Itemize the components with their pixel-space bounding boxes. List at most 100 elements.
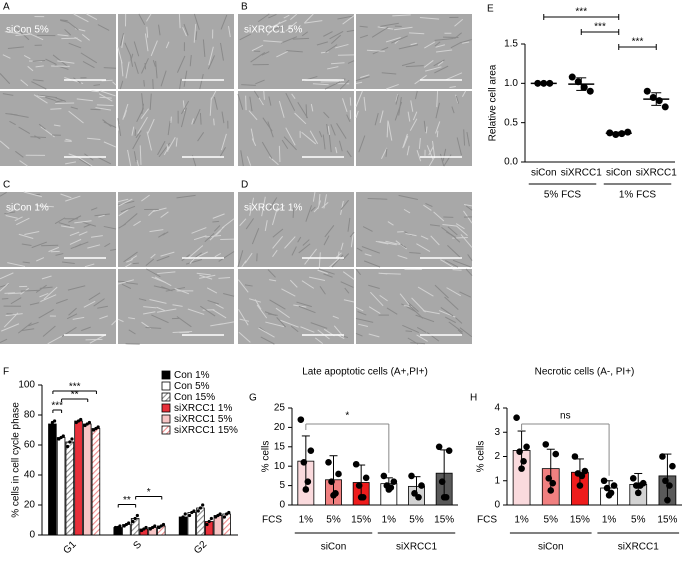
cell-texture xyxy=(422,310,440,315)
cell-texture xyxy=(337,15,355,20)
cell-texture xyxy=(176,194,196,199)
cell-texture xyxy=(112,81,117,86)
cell-texture xyxy=(39,286,53,289)
cell-texture xyxy=(318,193,321,205)
cell-texture xyxy=(377,26,394,30)
cell-texture xyxy=(301,280,315,289)
cell-texture xyxy=(419,17,440,20)
cell-texture xyxy=(336,122,347,139)
cell-texture xyxy=(291,93,296,99)
cell-texture xyxy=(126,259,134,263)
cell-texture xyxy=(143,80,145,87)
chart-title: Late apoptotic cells (A+,PI+) xyxy=(302,367,428,378)
cell-texture xyxy=(410,100,414,112)
cell-texture xyxy=(368,306,381,315)
cell-texture xyxy=(285,21,298,32)
cell-texture xyxy=(455,223,465,230)
cell-texture xyxy=(292,207,295,218)
cell-texture xyxy=(283,14,290,19)
cell-texture xyxy=(462,41,470,44)
cell-texture xyxy=(33,94,48,104)
data-point xyxy=(357,493,365,501)
significance-label: *** xyxy=(594,22,606,33)
cell-texture xyxy=(93,298,105,307)
cell-texture xyxy=(398,44,419,50)
cell-texture xyxy=(385,83,399,90)
cell-texture xyxy=(136,159,139,167)
data-point xyxy=(144,525,148,530)
data-point xyxy=(113,525,118,530)
cell-texture xyxy=(208,46,214,66)
legend-swatch xyxy=(161,381,171,391)
cell-texture xyxy=(409,32,425,35)
y-tick-label: 40 xyxy=(24,470,36,481)
cell-texture xyxy=(323,31,333,37)
cell-texture xyxy=(156,308,177,313)
cell-texture xyxy=(364,253,372,257)
panel-letter: G xyxy=(249,393,257,404)
bar xyxy=(56,437,66,536)
cell-texture xyxy=(304,13,314,24)
y-tick-label: 4 xyxy=(494,403,500,414)
cell-texture xyxy=(18,126,31,135)
cell-texture xyxy=(248,110,258,121)
cell-texture xyxy=(340,281,354,288)
cell-texture xyxy=(133,151,137,163)
x-tick-label: S xyxy=(131,539,144,552)
cell-texture xyxy=(36,95,46,98)
cell-texture xyxy=(379,110,384,124)
cell-texture xyxy=(403,208,411,214)
cell-texture xyxy=(178,13,181,29)
x-axis-label: FCS xyxy=(477,515,497,526)
cell-texture xyxy=(183,70,188,87)
cell-texture xyxy=(450,42,461,49)
x-tick-label: 15% xyxy=(351,515,371,526)
cell-texture xyxy=(378,240,397,246)
cell-texture xyxy=(67,21,79,31)
cell-texture xyxy=(323,273,333,278)
cell-texture xyxy=(305,104,308,119)
x-tick-label: 15% xyxy=(434,515,454,526)
cell-texture xyxy=(97,305,108,309)
cell-texture xyxy=(19,160,28,167)
cell-texture xyxy=(90,235,103,238)
micrograph-tile xyxy=(356,14,472,89)
panel-letter: B xyxy=(241,2,248,13)
cell-texture xyxy=(420,235,429,240)
data-point xyxy=(161,522,166,527)
data-point xyxy=(297,416,305,423)
data-point xyxy=(542,441,550,448)
cell-texture xyxy=(363,260,381,268)
cell-texture xyxy=(200,305,216,317)
cell-texture xyxy=(209,226,225,241)
cell-texture xyxy=(14,216,23,222)
cell-texture xyxy=(268,156,279,166)
cell-texture xyxy=(152,207,167,212)
cell-texture xyxy=(197,132,205,142)
cell-texture xyxy=(266,21,281,36)
cell-texture xyxy=(463,204,473,207)
cell-texture xyxy=(187,308,205,315)
cell-texture xyxy=(429,224,440,227)
cell-texture xyxy=(267,269,276,278)
y-tick-label: 3 xyxy=(494,427,500,438)
cell-texture xyxy=(370,291,384,307)
cell-texture xyxy=(442,223,458,227)
cell-texture xyxy=(380,22,399,27)
cell-texture xyxy=(20,79,29,87)
cell-texture xyxy=(138,298,147,301)
cell-texture xyxy=(387,121,393,141)
cell-texture xyxy=(317,200,321,210)
data-point xyxy=(227,510,231,515)
cell-texture xyxy=(193,13,200,30)
cell-texture xyxy=(278,145,281,163)
cell-texture xyxy=(296,301,312,308)
data-point xyxy=(634,489,642,497)
data-point xyxy=(571,453,579,460)
cell-texture xyxy=(405,65,424,68)
cell-texture xyxy=(329,31,344,40)
cell-texture xyxy=(250,128,255,141)
cell-texture xyxy=(249,197,255,216)
cell-texture xyxy=(0,338,8,344)
cell-texture xyxy=(121,34,125,48)
